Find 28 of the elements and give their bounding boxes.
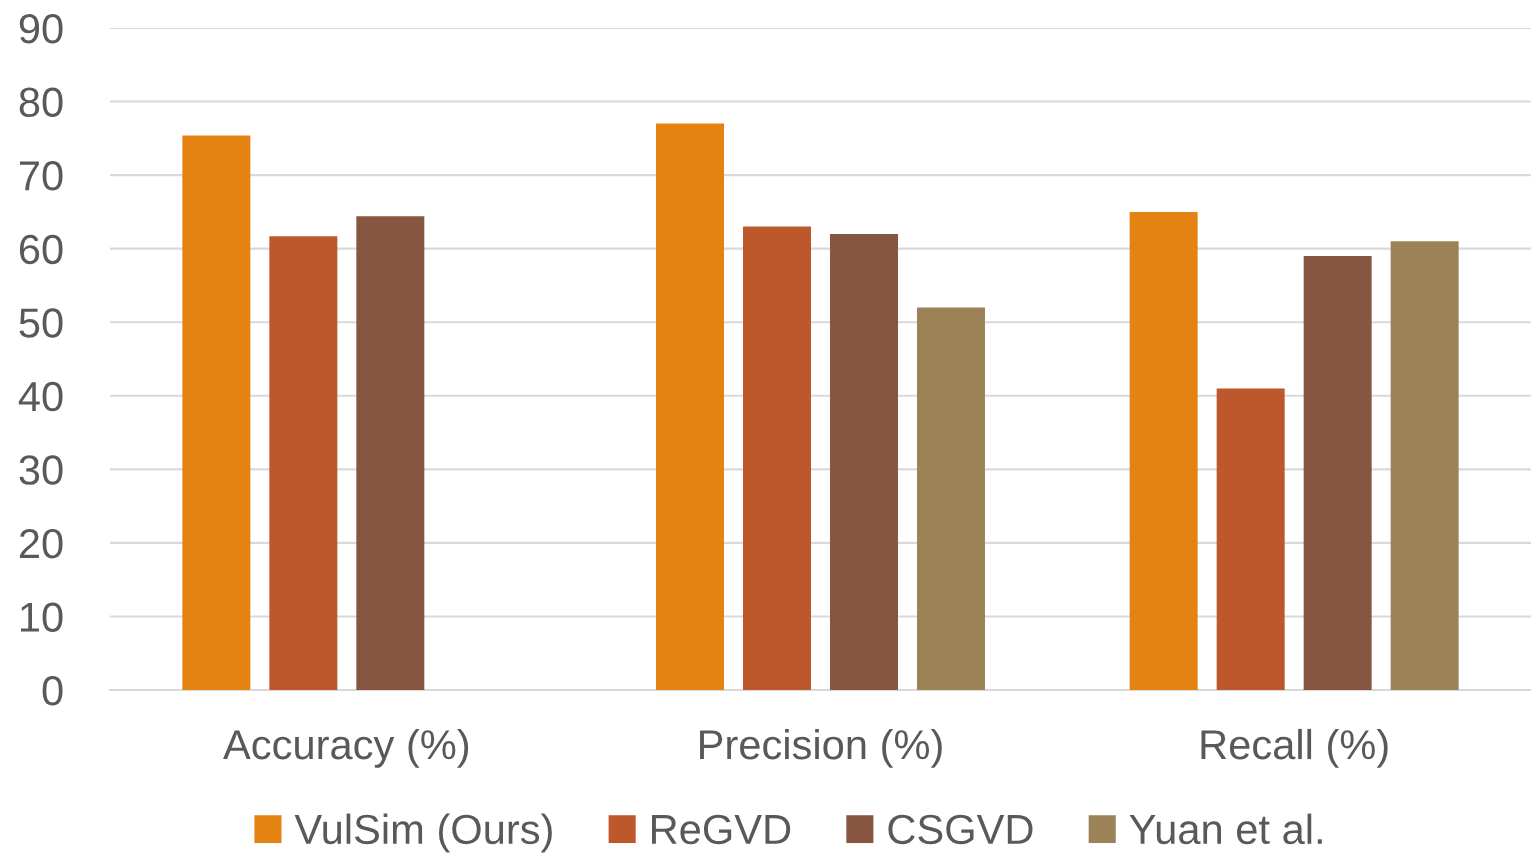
- y-tick-label: 40: [18, 381, 63, 412]
- y-tick-label: 30: [19, 455, 63, 485]
- y-tick-label: 20: [19, 528, 63, 559]
- bar: [743, 226, 811, 690]
- legend-label: ReGVD: [652, 814, 791, 845]
- y-tick-label: 90: [19, 14, 63, 44]
- legend-label: CSGVD: [888, 814, 1033, 845]
- bar: [656, 123, 725, 690]
- y-tick-label: 50: [19, 308, 63, 338]
- bar: [182, 135, 251, 690]
- x-tick-label: Accuracy (%): [223, 728, 469, 768]
- y-tick-label: 70: [19, 161, 63, 191]
- legend-label: Yuan et al.: [1129, 813, 1322, 845]
- bar: [269, 236, 338, 690]
- bar: [1129, 211, 1198, 690]
- bar: [1390, 241, 1459, 690]
- y-tick-label: 80: [19, 87, 63, 118]
- x-tick-label: Precision (%): [700, 728, 942, 768]
- y-tick-label: 0: [42, 676, 63, 706]
- legend-label: VulSim (Ours): [294, 813, 552, 853]
- bar: [830, 233, 898, 690]
- y-tick-label: 10: [21, 602, 63, 632]
- bar: [1216, 388, 1285, 690]
- y-tick-label: 60: [19, 234, 63, 265]
- bar: [1303, 256, 1372, 690]
- bar: [916, 307, 985, 690]
- bar: [356, 216, 425, 690]
- x-tick-label: Recall (%): [1201, 728, 1388, 768]
